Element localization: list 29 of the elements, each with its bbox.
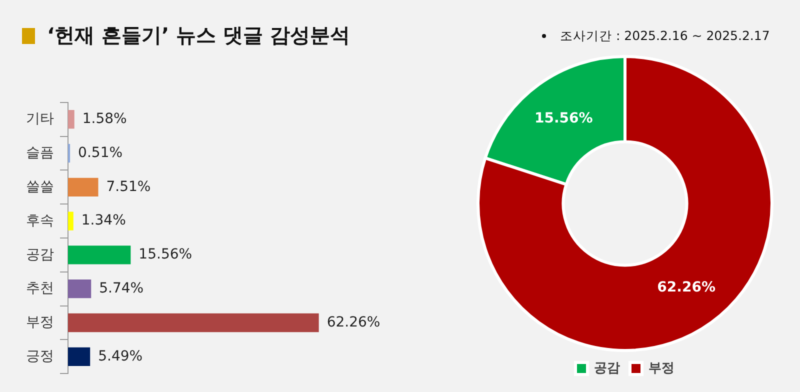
data-label: 5.49% [98, 348, 143, 364]
data-label: 7.51% [106, 178, 151, 195]
chart-title: ‘헌재 흔들기’ 뉴스 댓글 감성분석 [47, 22, 350, 49]
text: 조사기간 : 2025.2.16 ~ 2025.2.17 [560, 28, 770, 45]
data-label: 15.56% [138, 246, 192, 263]
y-tick-label: 부정 [26, 314, 54, 330]
bar [68, 178, 98, 196]
legend-label: 부정 [648, 360, 674, 376]
y-tick-label: 기타 [26, 110, 54, 126]
data-label: 1.34% [81, 212, 126, 229]
data-label: 0.51% [78, 144, 123, 161]
data-label: 1.58% [82, 110, 127, 127]
legend-label: 공감 [594, 360, 620, 376]
data-label: 62.26% [326, 314, 380, 330]
y-tick-label: 공감 [26, 246, 54, 262]
y-tick-label: 긍정 [26, 348, 54, 364]
bar [68, 212, 74, 230]
data-label: 62.26% [657, 280, 716, 296]
bar [68, 347, 90, 366]
data-label: 5.74% [99, 280, 144, 296]
bar [68, 313, 319, 332]
y-tick-label: 쓸쓸 [26, 178, 54, 194]
y-tick-label: 슬픔 [26, 144, 54, 160]
bar [68, 110, 74, 129]
bar [68, 246, 131, 264]
y-tick-label: 후속 [26, 212, 54, 228]
data-label: 15.56% [534, 110, 593, 127]
bar [68, 280, 92, 298]
y-tick-label: 추천 [26, 280, 54, 296]
